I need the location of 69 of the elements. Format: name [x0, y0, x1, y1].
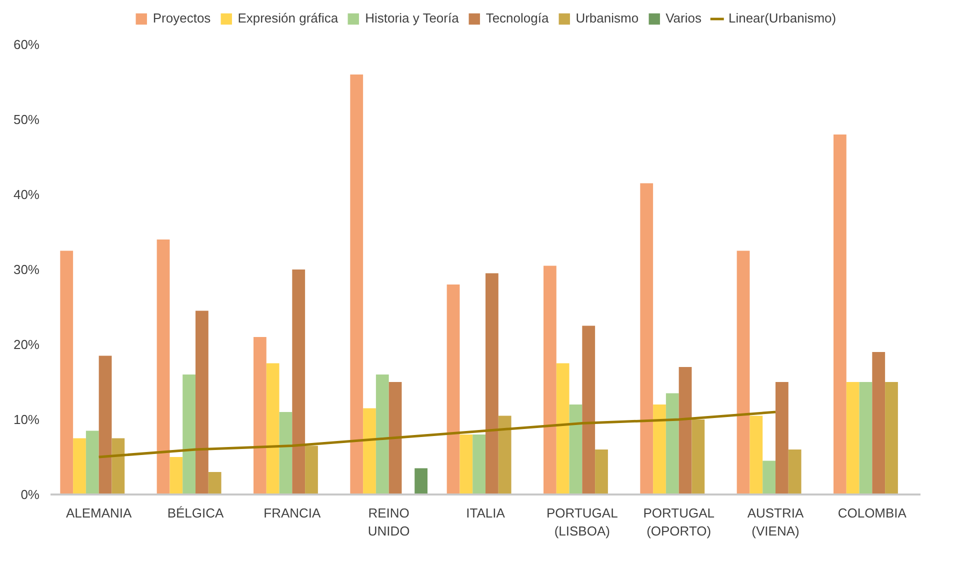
bar — [788, 450, 802, 494]
bar — [60, 250, 74, 494]
y-tick-label: 20% — [13, 337, 40, 352]
line-series — [98, 410, 777, 458]
bar — [666, 393, 679, 494]
y-tick-label: 30% — [13, 262, 40, 277]
bar — [292, 270, 306, 494]
bar — [486, 273, 498, 494]
x-tick-label: AUSTRIA (VIENA) — [747, 506, 804, 538]
legend-label: Historia y Teoría — [365, 10, 459, 26]
bar — [678, 367, 692, 494]
bar — [208, 472, 222, 494]
bar — [112, 438, 125, 494]
bar — [595, 450, 608, 494]
bar — [582, 326, 596, 494]
bar — [98, 356, 112, 494]
y-tick-label: 40% — [13, 187, 40, 202]
x-tick-label: ITALIA — [466, 506, 506, 520]
x-tick-label: PORTUGAL (OPORTO) — [643, 506, 714, 538]
bar — [73, 438, 86, 494]
bar — [170, 457, 183, 494]
bar — [846, 382, 860, 494]
x-tick-label: ALEMANIA — [66, 506, 132, 520]
legend-label: Urbanismo — [576, 10, 639, 26]
bar — [692, 420, 705, 494]
x-tick-label: FRANCIA — [264, 506, 322, 520]
bar — [472, 434, 486, 494]
x-tick-label: BÉLGICA — [167, 506, 224, 520]
x-tick-label: REINO UNIDO — [368, 506, 410, 538]
bar — [254, 337, 266, 494]
bar — [569, 404, 582, 494]
bar — [653, 404, 666, 494]
bar — [350, 74, 364, 494]
legend-label: Varios — [666, 10, 702, 26]
bar — [834, 134, 846, 494]
bar — [376, 374, 389, 494]
bar — [498, 416, 512, 494]
bar — [885, 382, 898, 494]
legend-label: Linear(Urbanismo) — [728, 10, 836, 26]
bar — [196, 310, 208, 494]
bar — [750, 416, 763, 494]
bar — [872, 352, 886, 494]
bar — [182, 374, 196, 494]
bar — [305, 446, 318, 494]
bar — [762, 460, 776, 494]
bar — [736, 250, 750, 494]
bar — [460, 434, 473, 494]
bar — [446, 284, 460, 494]
x-tick-label: PORTUGAL (LISBOA) — [546, 506, 618, 538]
bar — [388, 382, 402, 494]
bar — [640, 183, 654, 494]
y-tick-label: 10% — [13, 412, 40, 427]
legend-label: Tecnología — [486, 10, 549, 26]
y-tick-label: 60% — [13, 37, 40, 52]
y-tick-label: 0% — [20, 487, 40, 502]
bar — [86, 430, 99, 494]
bar — [556, 363, 570, 494]
bar — [414, 468, 428, 494]
bar — [859, 382, 872, 494]
legend-label: Expresión gráfica — [238, 10, 338, 26]
bar — [279, 412, 292, 494]
bar — [156, 240, 170, 494]
y-tick-label: 50% — [13, 112, 40, 127]
bar — [776, 382, 788, 494]
x-tick-label: COLOMBIA — [838, 506, 907, 520]
legend-label: Proyectos — [152, 10, 211, 26]
bar — [266, 363, 280, 494]
bar — [363, 408, 376, 494]
bar — [544, 266, 556, 494]
